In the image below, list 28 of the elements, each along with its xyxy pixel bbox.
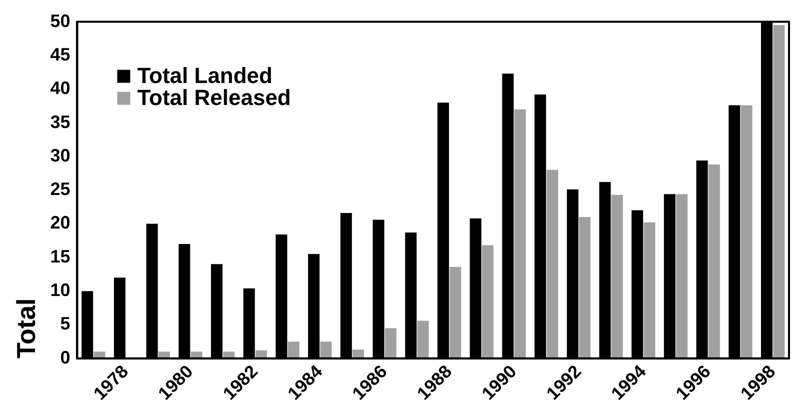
y-tick-label: 10: [50, 280, 70, 300]
y-tick-label: 0: [60, 347, 70, 368]
y-tick-label: 35: [50, 112, 70, 132]
y-tick-label: 20: [50, 212, 70, 233]
bar: [352, 350, 364, 358]
bar: [514, 109, 526, 358]
y-tick-label: 40: [50, 78, 70, 98]
y-tick-label: 5: [60, 314, 70, 334]
y-tick-label: 25: [50, 179, 70, 200]
bar: [482, 245, 494, 358]
y-axis-title: Total: [10, 298, 41, 358]
y-tick-label: 15: [50, 246, 70, 266]
bar: [384, 328, 396, 358]
bar: [417, 320, 429, 358]
bar: [611, 194, 623, 358]
bar: [450, 266, 462, 358]
bar: [740, 105, 752, 358]
bar: [579, 217, 591, 358]
bar: [676, 194, 688, 358]
bar: [288, 342, 300, 358]
bar: [708, 164, 720, 358]
y-tick-label: 45: [50, 44, 70, 64]
y-tick-label: 30: [50, 145, 70, 166]
bar: [773, 25, 785, 358]
y-tick-label: 50: [50, 10, 70, 31]
bar: [320, 342, 332, 358]
bar: [644, 222, 656, 358]
bar: [546, 170, 558, 358]
